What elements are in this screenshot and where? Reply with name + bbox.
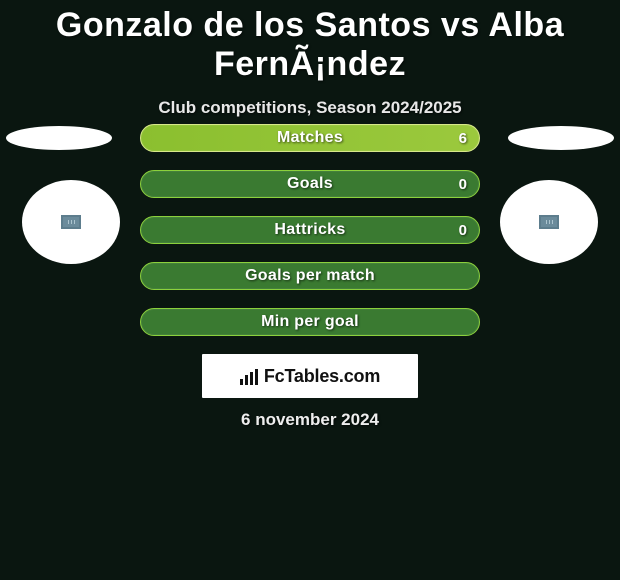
stat-bar-min-per-goal: Min per goal <box>140 308 480 336</box>
fctables-logo[interactable]: FcTables.com <box>202 354 418 398</box>
infographic-date: 6 november 2024 <box>0 410 620 430</box>
right-club-badge <box>500 180 598 264</box>
stat-bar-label: Goals per match <box>245 267 375 285</box>
stat-bars: Matches 6 Goals 0 Hattricks 0 Goals per … <box>140 124 480 336</box>
page-title: Gonzalo de los Santos vs Alba FernÃ¡ndez <box>0 0 620 84</box>
logo-text: FcTables.com <box>264 366 380 387</box>
right-ellipse <box>508 126 614 150</box>
stat-bar-label: Matches <box>277 129 343 147</box>
left-ellipse <box>6 126 112 150</box>
stat-bar-label: Goals <box>287 175 333 193</box>
left-club-badge <box>22 180 120 264</box>
subtitle: Club competitions, Season 2024/2025 <box>0 98 620 118</box>
stat-bar-label: Min per goal <box>261 313 359 331</box>
stat-bar-matches: Matches 6 <box>140 124 480 152</box>
stat-bar-goals-per-match: Goals per match <box>140 262 480 290</box>
stat-bar-hattricks: Hattricks 0 <box>140 216 480 244</box>
stat-bar-goals: Goals 0 <box>140 170 480 198</box>
stat-bar-label: Hattricks <box>274 221 345 239</box>
stat-bar-value: 6 <box>459 130 467 147</box>
bar-chart-icon <box>240 367 258 385</box>
stat-bar-value: 0 <box>459 222 467 239</box>
stat-bar-value: 0 <box>459 176 467 193</box>
placeholder-crest-icon <box>61 215 81 229</box>
placeholder-crest-icon <box>539 215 559 229</box>
